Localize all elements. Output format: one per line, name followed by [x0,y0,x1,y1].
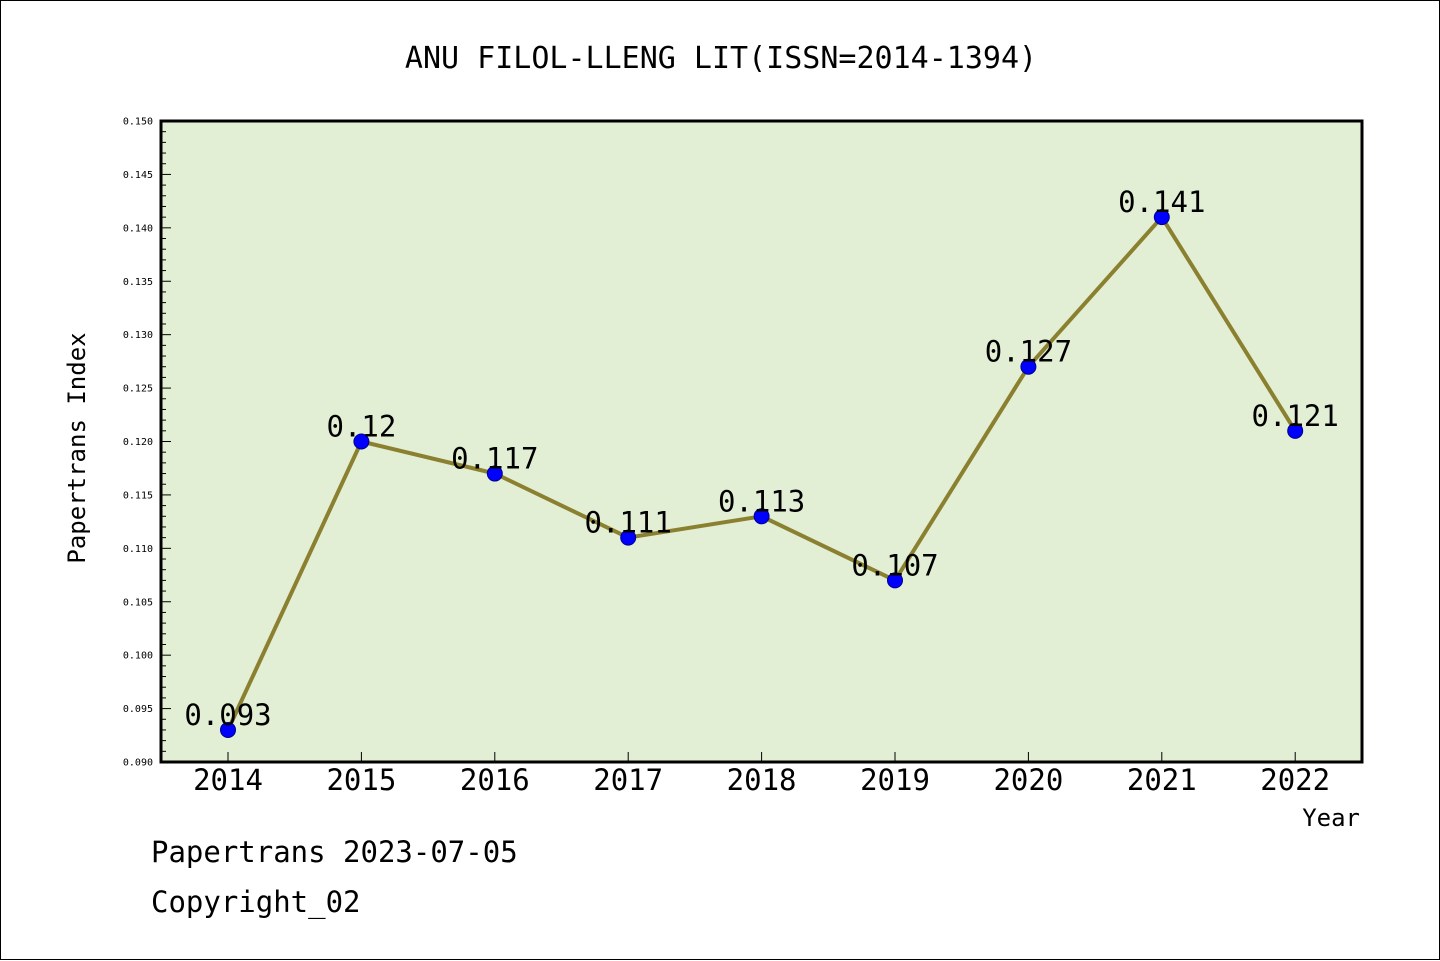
data-point-marker [1020,358,1037,375]
data-label: 0.117 [451,442,538,476]
data-label: 0.127 [985,335,1072,369]
data-point-marker [1287,422,1304,439]
y-tick-label: 0.110 [123,544,153,555]
y-axis-label: Papertrans Index [63,332,91,563]
chart-title: ANU FILOL-LLENG LIT(ISSN=2014-1394) [405,41,1037,76]
data-point-marker [1153,209,1170,226]
data-point-marker [753,508,770,525]
x-tick-label: 2018 [727,763,797,797]
y-tick-label: 0.150 [123,117,153,128]
data-label: 0.141 [1118,185,1205,219]
y-tick-label: 0.135 [123,277,153,288]
y-tick-label: 0.105 [123,597,153,608]
axis-layer: 0.090 0.095 0.100 0.105 0.110 0.115 0.120 0.125… [123,117,1330,798]
data-point-marker [220,721,236,738]
x-tick-label: 2020 [993,763,1063,797]
data-label: 0.113 [718,484,805,518]
data-label: 0.121 [1252,399,1339,433]
data-label: 0.12 [326,410,396,444]
y-tick-label: 0.095 [123,704,153,715]
data-label: 0.093 [184,698,271,732]
footer-copyright: Copyright_02 [151,885,361,919]
y-tick-label: 0.115 [123,490,153,501]
data-label: 0.111 [585,506,672,540]
y-tick-label: 0.145 [123,170,153,181]
footer-date: Papertrans 2023-07-05 [151,835,518,869]
x-tick-label: 2015 [326,763,396,797]
y-tick-label: 0.100 [123,651,153,662]
data-point-marker [620,529,637,546]
y-tick-label: 0.140 [123,223,153,234]
x-tick-label: 2014 [193,763,263,797]
data-label: 0.107 [851,548,938,582]
data-point-marker [887,572,903,589]
data-point-marker [486,465,503,482]
plot-border [159,119,1364,764]
y-tick-label: 0.125 [123,384,153,395]
data-point-marker [353,433,370,450]
x-axis-label: Year [1302,804,1360,832]
y-tick-label: 0.090 [123,758,153,769]
data-label-layer: 0.093 0.12 0.117 0.111 0.113 0.107 0.127 0.141 0… [184,185,1339,732]
y-tick-label: 0.120 [123,437,153,448]
x-tick-label: 2016 [460,763,530,797]
x-tick-label: 2017 [593,763,663,797]
x-tick-label: 2022 [1260,763,1330,797]
x-tick-label: 2019 [860,763,930,797]
x-tick-label: 2021 [1127,763,1197,797]
series-layer [220,209,1304,738]
y-tick-label: 0.130 [123,330,153,341]
